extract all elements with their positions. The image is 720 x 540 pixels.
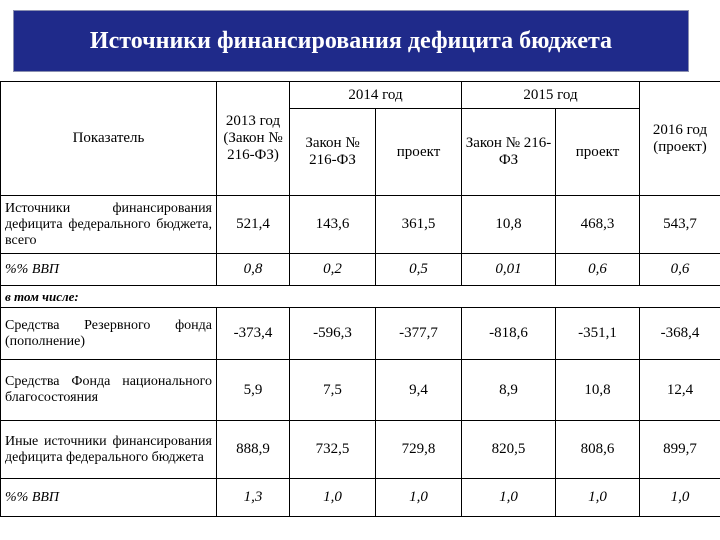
cell: -373,4 — [216, 307, 290, 360]
cell: 143,6 — [289, 195, 376, 254]
header-2014: 2014 год — [288, 81, 463, 109]
cell: -377,7 — [374, 307, 463, 360]
cell: 0,8 — [216, 253, 290, 286]
cell: 468,3 — [555, 195, 641, 254]
cell: 729,8 — [374, 420, 463, 479]
header-2015: 2015 год — [461, 81, 641, 109]
row-label: %% ВВП — [0, 478, 217, 517]
header-indicator: Показатель — [0, 81, 217, 196]
cell: 732,5 — [289, 420, 376, 479]
cell: 1,0 — [374, 478, 463, 517]
cell: 10,8 — [555, 359, 641, 421]
cell: 820,5 — [461, 420, 557, 479]
header-row-sub: Закон № 216-ФЗ проект Закон № 216-ФЗ про… — [1, 108, 720, 196]
table-row: Средства Резервного фонда (пополнение) -… — [0, 307, 720, 360]
cell: 0,6 — [639, 253, 720, 286]
cell: 8,9 — [461, 359, 557, 421]
cell: 1,0 — [639, 478, 720, 517]
row-label: %% ВВП — [0, 253, 217, 286]
cell: 0,6 — [555, 253, 641, 286]
cell: -596,3 — [289, 307, 376, 360]
header-2013: 2013 год (Закон № 216-ФЗ) — [216, 81, 290, 196]
header-row-years: Показатель 2013 год (Закон № 216-ФЗ) 201… — [0, 81, 720, 196]
cell: 1,0 — [289, 478, 376, 517]
cell: -818,6 — [461, 307, 557, 360]
cell: 0,5 — [374, 253, 463, 286]
cell: -351,1 — [555, 307, 641, 360]
header-2016: 2016 год (проект) — [639, 81, 720, 196]
cell: 7,5 — [289, 359, 376, 421]
cell: 0,01 — [461, 253, 557, 286]
cell: 361,5 — [374, 195, 463, 254]
cell: -368,4 — [639, 307, 720, 360]
cell: 899,7 — [639, 420, 720, 479]
cell: 12,4 — [639, 359, 720, 421]
section-label: в том числе: — [0, 285, 720, 308]
row-label: Средства Резервного фонда (пополнение) — [0, 307, 217, 360]
header-2014-draft: проект — [374, 108, 463, 196]
table-row: Источники финансирования дефицита федера… — [0, 195, 720, 254]
cell: 10,8 — [461, 195, 557, 254]
cell: 1,0 — [555, 478, 641, 517]
cell: 0,2 — [289, 253, 376, 286]
title-banner: Источники финансирования дефицита бюджет… — [13, 10, 689, 72]
page-title: Источники финансирования дефицита бюджет… — [89, 27, 613, 54]
header-2014-law: Закон № 216-ФЗ — [289, 108, 376, 196]
header-2015-draft: проект — [555, 108, 641, 196]
cell: 5,9 — [216, 359, 290, 421]
cell: 543,7 — [639, 195, 720, 254]
table-row: Средства Фонда национального благосостоя… — [0, 359, 720, 421]
header-2015-law: Закон № 216-ФЗ — [461, 108, 557, 196]
budget-table: Показатель 2013 год (Закон № 216-ФЗ) 201… — [0, 81, 720, 517]
row-label: Средства Фонда национального благосостоя… — [0, 359, 217, 421]
cell: 1,0 — [461, 478, 557, 517]
table-row: Иные источники финансирования дефицита ф… — [0, 420, 720, 479]
row-label: Источники финансирования дефицита федера… — [0, 195, 217, 254]
cell: 521,4 — [216, 195, 290, 254]
cell: 9,4 — [374, 359, 463, 421]
cell: 808,6 — [555, 420, 641, 479]
row-label: Иные источники финансирования дефицита ф… — [0, 420, 217, 479]
table-row: %% ВВП 0,8 0,2 0,5 0,01 0,6 0,6 — [0, 253, 720, 286]
table-row: %% ВВП 1,3 1,0 1,0 1,0 1,0 1,0 — [0, 478, 720, 517]
section-row: в том числе: — [0, 285, 720, 308]
cell: 888,9 — [216, 420, 290, 479]
cell: 1,3 — [216, 478, 290, 517]
